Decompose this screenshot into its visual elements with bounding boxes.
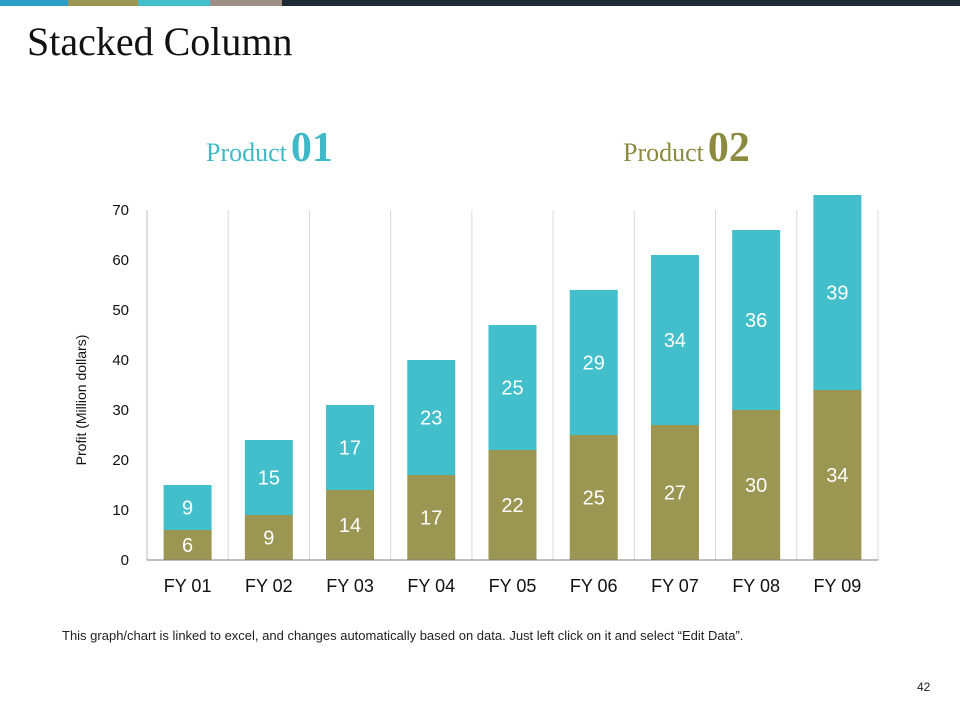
product-01-number: 01 — [290, 125, 333, 171]
bar-1-3 — [326, 490, 375, 560]
bar-2-3 — [326, 405, 375, 490]
accent-segment-1 — [0, 0, 68, 6]
data-label: 29 — [583, 353, 605, 375]
data-label: 22 — [501, 495, 523, 517]
y-tick-label: 40 — [112, 352, 129, 369]
product-02-number: 02 — [707, 125, 750, 171]
slide-title: Stacked Column — [27, 19, 293, 64]
product-01-label: Product 01 — [206, 124, 333, 172]
data-label: 9 — [182, 498, 193, 520]
x-tick-label: FY 06 — [570, 576, 618, 596]
y-tick-label: 70 — [112, 202, 129, 219]
product-01-word: Product — [206, 138, 287, 167]
bar-1-9 — [813, 390, 862, 560]
data-label: 34 — [826, 465, 848, 487]
bar-2-6 — [569, 290, 618, 435]
bar-1-4 — [407, 475, 456, 560]
bar-1-6 — [569, 435, 618, 560]
top-accent-bar — [0, 0, 960, 6]
bar-2-8 — [732, 230, 781, 410]
data-label: 17 — [339, 438, 361, 460]
bar-2-2 — [244, 440, 293, 515]
x-tick-label: FY 04 — [407, 576, 455, 596]
data-label: 34 — [664, 330, 686, 352]
bar-1-8 — [732, 410, 781, 560]
accent-segment-2 — [68, 0, 138, 6]
bar-1-7 — [650, 425, 699, 560]
x-tick-label: FY 03 — [326, 576, 374, 596]
data-label: 9 — [263, 528, 274, 550]
y-tick-label: 30 — [112, 402, 129, 419]
bar-1-2 — [244, 515, 293, 560]
bar-1-1 — [163, 530, 212, 560]
x-tick-label: FY 02 — [245, 576, 293, 596]
y-tick-label: 20 — [112, 452, 129, 469]
product-02-word: Product — [623, 138, 704, 167]
accent-segment-4 — [210, 0, 282, 6]
bar-2-4 — [407, 360, 456, 475]
y-axis-title: Profit (Million dollars) — [73, 335, 89, 466]
data-label: 30 — [745, 475, 767, 497]
data-label: 15 — [258, 468, 280, 490]
bar-2-9 — [813, 195, 862, 390]
x-tick-label: FY 07 — [651, 576, 699, 596]
data-label: 25 — [501, 378, 523, 400]
data-label: 23 — [420, 408, 442, 430]
data-label: 17 — [420, 508, 442, 530]
x-tick-label: FY 01 — [164, 576, 212, 596]
accent-segment-3 — [138, 0, 210, 6]
x-tick-label: FY 08 — [732, 576, 780, 596]
bar-2-5 — [488, 325, 537, 450]
data-label: 27 — [664, 483, 686, 505]
bar-2-7 — [650, 255, 699, 425]
data-label: 39 — [826, 283, 848, 305]
bar-1-5 — [488, 450, 537, 560]
product-02-label: Product 02 — [623, 124, 750, 172]
data-label: 14 — [339, 515, 361, 537]
bar-2-1 — [163, 485, 212, 530]
page-number: 42 — [917, 680, 931, 694]
accent-segment-5 — [282, 0, 960, 6]
data-label: 36 — [745, 310, 767, 332]
y-tick-label: 60 — [112, 252, 129, 269]
data-label: 25 — [583, 488, 605, 510]
data-label: 6 — [182, 535, 193, 557]
y-tick-label: 0 — [121, 552, 129, 569]
footnote: This graph/chart is linked to excel, and… — [62, 628, 744, 643]
x-tick-label: FY 09 — [814, 576, 862, 596]
y-tick-label: 50 — [112, 302, 129, 319]
x-tick-label: FY 05 — [489, 576, 537, 596]
y-tick-label: 10 — [112, 502, 129, 519]
